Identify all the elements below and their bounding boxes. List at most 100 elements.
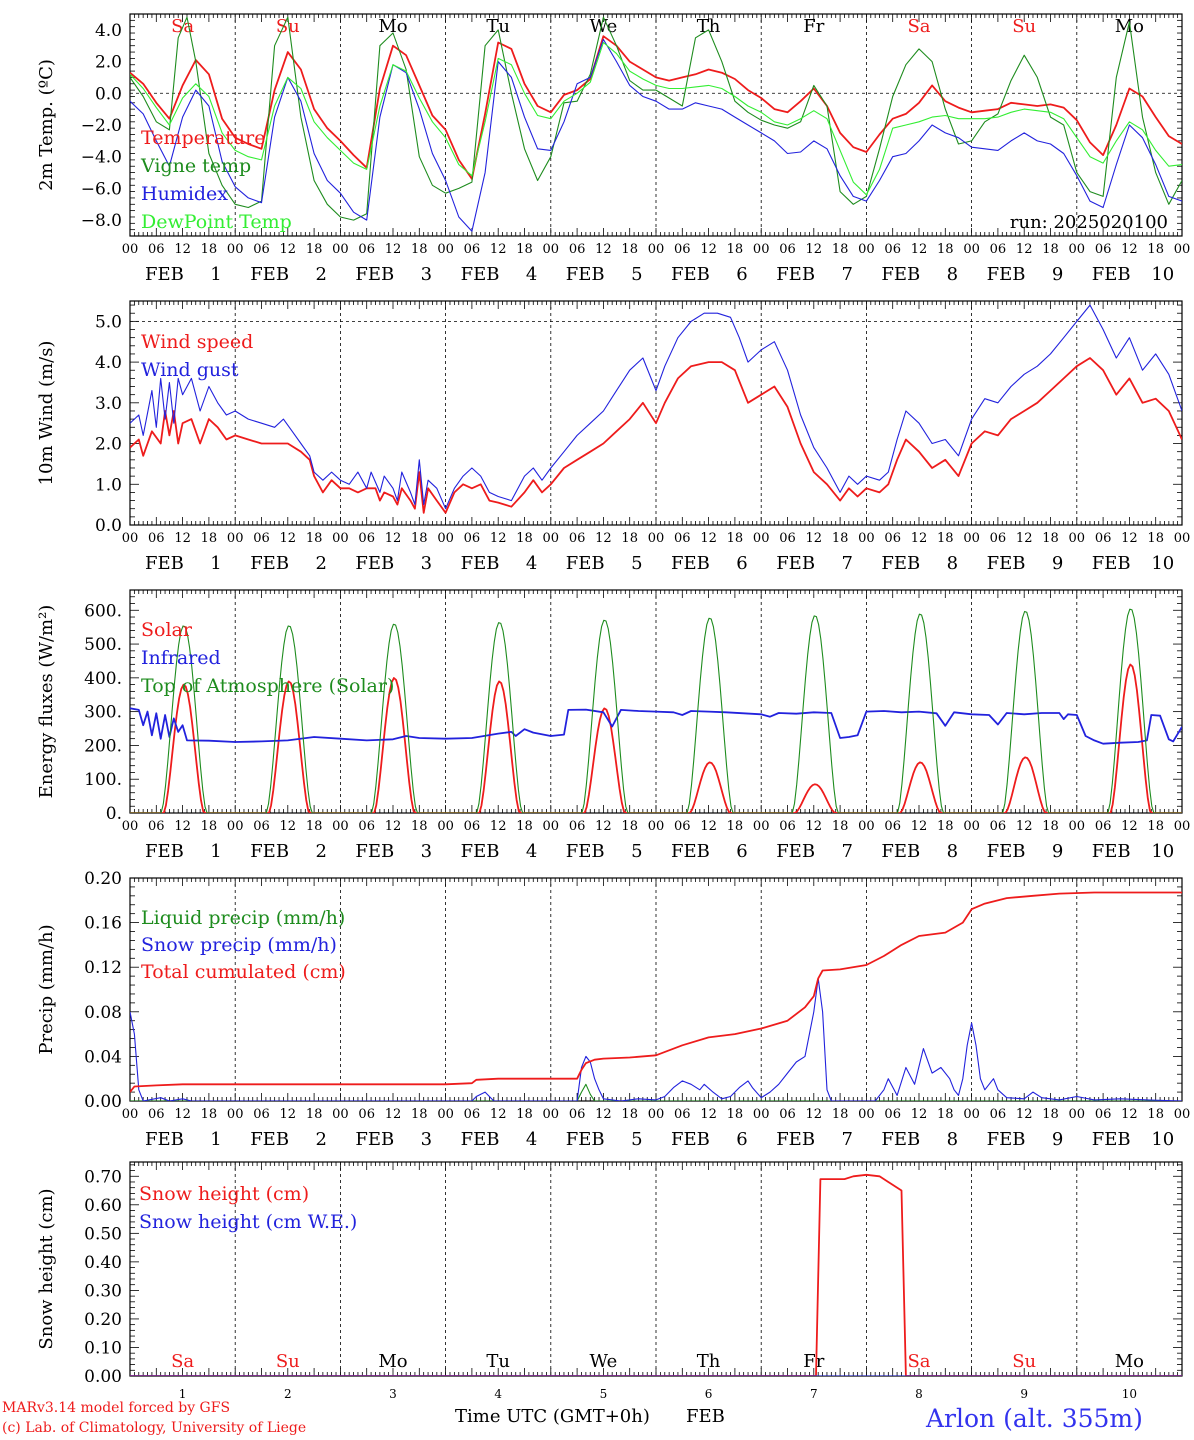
- hour-tick-label: 06: [674, 242, 691, 257]
- hour-tick-label: 18: [621, 531, 638, 546]
- hour-tick-label: 12: [1016, 242, 1033, 257]
- legend-entry: Snow precip (mm/h): [141, 934, 337, 956]
- date-label: 7: [841, 1129, 852, 1150]
- run-annotation: run: 2025020100: [1010, 212, 1168, 233]
- date-label: 2: [315, 841, 326, 862]
- y-tick-label: 0.0: [95, 516, 122, 536]
- date-label: 8: [947, 553, 958, 574]
- month-label: FEB: [250, 1129, 289, 1150]
- y-tick-label: 4.0: [95, 21, 122, 41]
- y-axis-label: 10m Wind (m/s): [36, 341, 57, 486]
- station-label: Arlon (alt. 355m): [926, 1404, 1143, 1433]
- hour-tick-label: 18: [727, 242, 744, 257]
- hour-tick-label: 06: [1095, 242, 1112, 257]
- hour-tick-label: 12: [1121, 1107, 1138, 1122]
- hour-tick-label: 00: [543, 819, 560, 834]
- date-label: 6: [736, 264, 747, 285]
- month-label: FEB: [1092, 553, 1131, 574]
- month-label: FEB: [250, 264, 289, 285]
- date-label: 10: [1122, 1387, 1137, 1401]
- panels: 00 06 12 18 00 06 12 18 00 06 12 18 00 06 12 18 00 06 12 18…: [36, 13, 1191, 1401]
- date-label: 6: [736, 841, 747, 862]
- y-tick-label: −4.0: [81, 148, 122, 168]
- legend-entry: Vigne temp: [140, 155, 251, 177]
- hour-tick-label: 18: [1147, 819, 1164, 834]
- date-label: 5: [631, 264, 642, 285]
- y-tick-label: 2.0: [95, 435, 122, 455]
- hour-tick-label: 06: [1095, 1107, 1112, 1122]
- hour-tick-label: 06: [569, 1107, 586, 1122]
- month-label: FEB: [145, 841, 184, 862]
- y-tick-label: −8.0: [81, 211, 122, 231]
- hour-tick-label: 00: [858, 819, 875, 834]
- series-line-vigne-temp: [130, 16, 1182, 221]
- y-tick-label: 0.04: [84, 1047, 122, 1067]
- date-label: 5: [631, 1129, 642, 1150]
- hour-tick-label: 00: [1174, 531, 1191, 546]
- hour-tick-label: 06: [1095, 819, 1112, 834]
- hour-tick-label: 18: [621, 819, 638, 834]
- month-label: FEB: [881, 264, 920, 285]
- hour-tick-label: 12: [385, 819, 402, 834]
- y-axis-label: Snow height (cm): [36, 1188, 57, 1349]
- hour-tick-label: 00: [1069, 1107, 1086, 1122]
- hour-tick-label: 00: [753, 1107, 770, 1122]
- day-of-week-label: Mo: [1115, 1351, 1144, 1372]
- hour-tick-label: 12: [1016, 819, 1033, 834]
- hour-tick-label: 18: [306, 531, 323, 546]
- month-label: FEB: [566, 264, 605, 285]
- hour-tick-label: 00: [437, 531, 454, 546]
- hour-tick-label: 06: [253, 1107, 270, 1122]
- hour-tick-label: 12: [700, 531, 717, 546]
- month-label: FEB: [355, 841, 394, 862]
- x-axis-month: FEB: [686, 1406, 725, 1427]
- hour-tick-label: 12: [1016, 1107, 1033, 1122]
- series-line-temperature: [130, 35, 1182, 180]
- hour-tick-label: 06: [253, 242, 270, 257]
- hour-tick-label: 18: [411, 242, 428, 257]
- day-of-week-label: Su: [1012, 1351, 1036, 1372]
- hour-tick-label: 12: [1016, 531, 1033, 546]
- month-label: FEB: [776, 841, 815, 862]
- y-tick-label: 0.10: [84, 1338, 122, 1358]
- y-tick-label: −2.0: [81, 116, 122, 136]
- month-label: FEB: [250, 841, 289, 862]
- day-of-week-label: Sa: [907, 16, 930, 37]
- hour-tick-label: 00: [227, 242, 244, 257]
- day-of-week-label: Sa: [907, 1351, 930, 1372]
- date-label: 4: [526, 841, 537, 862]
- date-label: 2: [315, 553, 326, 574]
- hour-tick-label: 12: [174, 1107, 191, 1122]
- hour-tick-label: 12: [1121, 819, 1138, 834]
- hour-tick-label: 00: [437, 819, 454, 834]
- hour-tick-label: 12: [700, 242, 717, 257]
- day-of-week-label: Mo: [378, 16, 407, 37]
- hour-tick-label: 06: [358, 242, 375, 257]
- date-label: 2: [284, 1387, 292, 1401]
- y-tick-label: 0.12: [84, 958, 122, 978]
- y-axis-label: Precip (mm/h): [36, 924, 57, 1054]
- hour-tick-label: 00: [122, 819, 139, 834]
- date-label: 9: [1052, 553, 1063, 574]
- month-label: FEB: [987, 264, 1026, 285]
- hour-tick-label: 06: [674, 819, 691, 834]
- date-label: 5: [631, 553, 642, 574]
- hour-tick-label: 00: [227, 1107, 244, 1122]
- month-label: FEB: [881, 841, 920, 862]
- month-label: FEB: [355, 1129, 394, 1150]
- hour-tick-label: 06: [884, 819, 901, 834]
- month-label: FEB: [461, 841, 500, 862]
- hour-tick-label: 00: [437, 242, 454, 257]
- series-line-solar: [130, 663, 1182, 813]
- hour-tick-label: 12: [280, 242, 297, 257]
- date-label: 4: [494, 1387, 502, 1401]
- hour-tick-label: 06: [990, 242, 1007, 257]
- hour-tick-label: 06: [358, 819, 375, 834]
- y-axis-label: 2m Temp. (ºC): [36, 59, 57, 191]
- hour-tick-label: 18: [1147, 531, 1164, 546]
- hour-tick-label: 12: [174, 819, 191, 834]
- hour-tick-label: 00: [332, 531, 349, 546]
- month-label: FEB: [566, 1129, 605, 1150]
- hour-tick-label: 12: [911, 819, 928, 834]
- y-tick-label: 0.60: [84, 1196, 122, 1216]
